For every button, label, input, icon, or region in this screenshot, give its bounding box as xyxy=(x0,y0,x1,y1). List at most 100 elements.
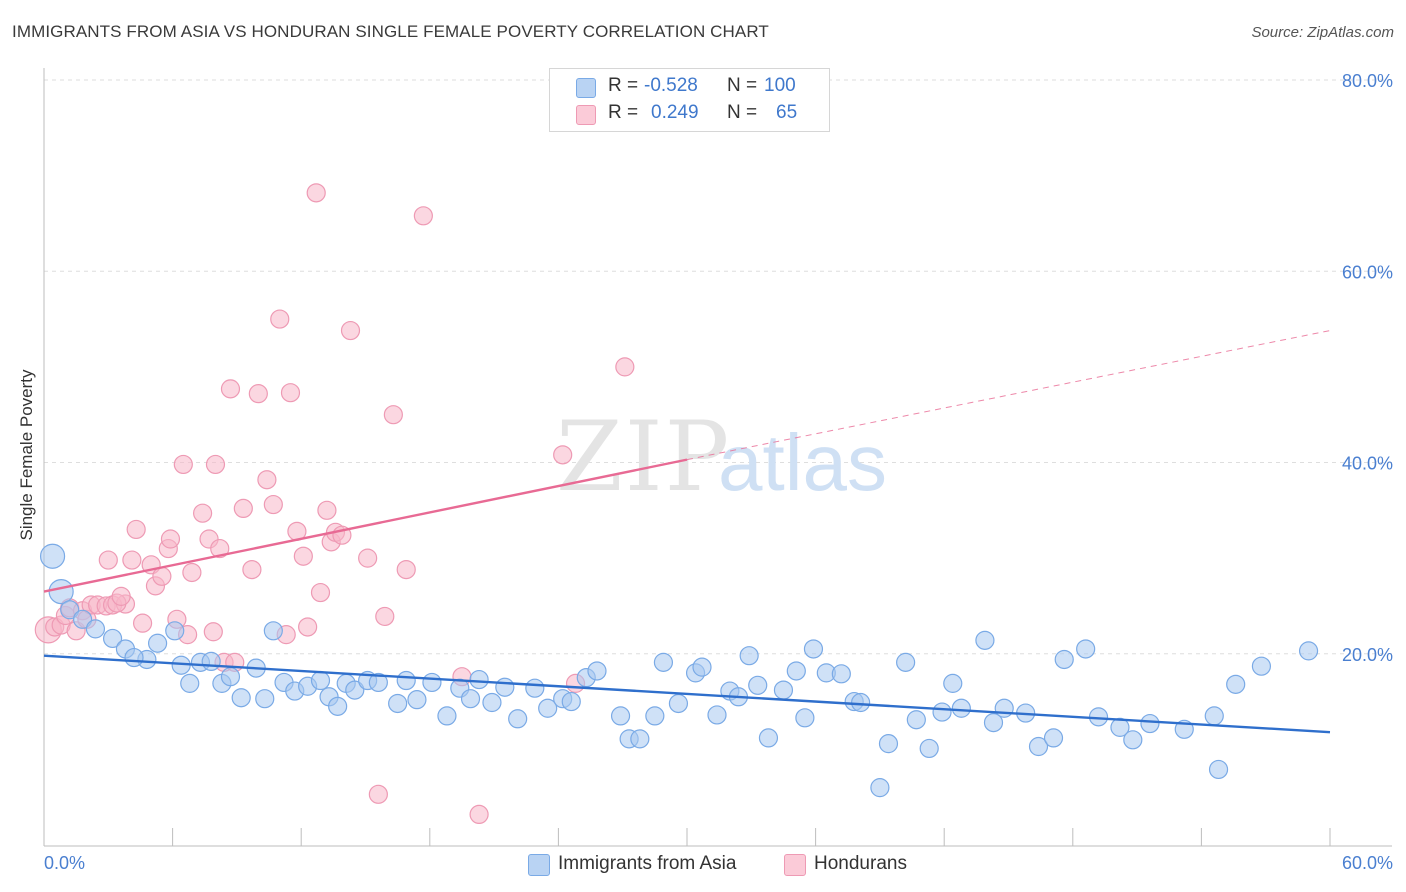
data-point-asia xyxy=(896,652,916,672)
axes xyxy=(43,68,1392,847)
x-tick-label: 60.0% xyxy=(1342,853,1393,873)
data-point-hondurans xyxy=(132,613,153,633)
watermark: ZIP atlas xyxy=(556,401,887,513)
y-tick-label: 60.0% xyxy=(1342,262,1393,282)
data-point-hondurans xyxy=(98,550,118,570)
source-label: Source: ZipAtlas.com xyxy=(1251,24,1394,41)
data-point-hondurans xyxy=(469,804,489,825)
data-point-hondurans xyxy=(375,606,395,627)
data-point-asia xyxy=(39,543,66,569)
y-tick-label: 40.0% xyxy=(1342,454,1393,474)
data-point-asia xyxy=(407,690,427,710)
data-point-asia xyxy=(561,691,581,712)
correlation-legend: R = -0.528 N = 100 R = 0.249 N = 65 xyxy=(549,68,830,132)
data-point-asia xyxy=(1110,717,1130,737)
gridlines xyxy=(44,79,1392,655)
data-point-hondurans xyxy=(173,454,193,475)
data-point-asia xyxy=(1226,674,1246,694)
data-point-hondurans xyxy=(248,384,268,404)
data-point-asia xyxy=(1123,730,1143,750)
data-point-hondurans xyxy=(193,503,213,523)
data-point-asia xyxy=(692,657,712,677)
data-point-hondurans xyxy=(122,550,142,570)
data-point-hondurans xyxy=(298,617,318,637)
data-point-asia xyxy=(482,692,502,713)
legend-swatch-asia xyxy=(576,78,596,98)
data-point-asia xyxy=(508,709,528,729)
y-tick-label: 80.0% xyxy=(1342,71,1393,91)
watermark-zip: ZIP xyxy=(556,401,731,513)
chart-title: IMMIGRANTS FROM ASIA VS HONDURAN SINGLE … xyxy=(12,22,769,41)
data-point-asia xyxy=(668,693,689,714)
data-point-asia xyxy=(1208,759,1229,780)
data-point-asia xyxy=(495,677,515,697)
legend-row-hondurans: R = 0.249 N = 65 xyxy=(550,101,829,127)
legend-row-asia: R = -0.528 N = 100 xyxy=(550,74,829,100)
legend-n-label: N = xyxy=(727,75,758,96)
legend-n-label: N = xyxy=(727,102,758,123)
data-point-asia xyxy=(147,633,168,653)
data-point-asia xyxy=(396,670,416,691)
data-point-asia xyxy=(707,705,727,725)
data-point-hondurans xyxy=(152,566,172,586)
data-point-asia xyxy=(975,630,995,650)
legend-swatch-hondurans xyxy=(576,105,596,125)
data-point-asia xyxy=(263,621,283,641)
data-point-asia xyxy=(1140,713,1160,734)
data-point-hondurans xyxy=(615,357,635,377)
data-point-asia xyxy=(919,738,939,759)
data-point-hondurans xyxy=(396,559,416,580)
data-point-asia xyxy=(460,689,481,709)
legend-r-label: R = xyxy=(608,102,639,123)
data-point-asia xyxy=(60,600,80,620)
data-point-asia xyxy=(951,698,971,718)
data-point-asia xyxy=(587,661,607,681)
data-point-asia xyxy=(538,698,558,718)
data-point-asia xyxy=(102,628,123,649)
data-point-asia xyxy=(1298,641,1319,661)
data-point-asia xyxy=(437,706,457,726)
watermark-atlas: atlas xyxy=(718,418,887,507)
legend-r-value: 0.249 xyxy=(651,102,699,123)
data-point-hondurans xyxy=(280,383,301,403)
data-point-asia xyxy=(1204,706,1224,726)
legend-r-label: R = xyxy=(608,75,639,96)
legend-n-value: 100 xyxy=(764,75,796,96)
trend-line-hondurans xyxy=(43,458,688,593)
legend-n-value: 65 xyxy=(776,102,798,123)
data-point-hondurans xyxy=(242,559,262,580)
data-point-asia xyxy=(906,710,926,730)
data-point-hondurans xyxy=(111,586,131,606)
y-tick-label: 20.0% xyxy=(1342,645,1393,665)
data-point-hondurans xyxy=(340,320,361,341)
series-legend: Immigrants from Asia Hondurans xyxy=(0,852,1406,878)
data-point-asia xyxy=(748,675,768,695)
trend-lines xyxy=(43,330,1331,734)
data-point-asia xyxy=(739,646,759,666)
data-point-hondurans xyxy=(358,548,378,568)
data-point-hondurans xyxy=(270,309,290,329)
data-point-asia xyxy=(1028,736,1049,757)
data-point-hondurans xyxy=(368,784,388,804)
data-point-asia xyxy=(878,734,899,754)
data-point-hondurans xyxy=(317,500,337,520)
data-point-hondurans xyxy=(160,529,181,549)
data-point-asia xyxy=(758,728,779,748)
data-point-asia xyxy=(525,678,545,698)
tick-labels: 20.0% 40.0% 60.0% 80.0% 0.0% 60.0% xyxy=(44,71,1393,873)
data-point-hondurans xyxy=(220,379,241,399)
data-point-asia xyxy=(932,702,952,722)
data-point-asia xyxy=(469,669,489,690)
data-point-hondurans xyxy=(210,538,230,559)
data-point-asia xyxy=(48,578,74,605)
x-tick-label: 0.0% xyxy=(44,853,85,873)
data-point-asia xyxy=(72,609,93,629)
data-point-hondurans xyxy=(263,494,283,515)
data-point-asia xyxy=(630,729,650,749)
data-point-asia xyxy=(943,673,963,693)
data-point-asia xyxy=(795,708,815,728)
trend-line-asia xyxy=(43,654,1331,734)
data-point-hondurans xyxy=(182,562,202,583)
data-point-asia xyxy=(1251,656,1272,676)
